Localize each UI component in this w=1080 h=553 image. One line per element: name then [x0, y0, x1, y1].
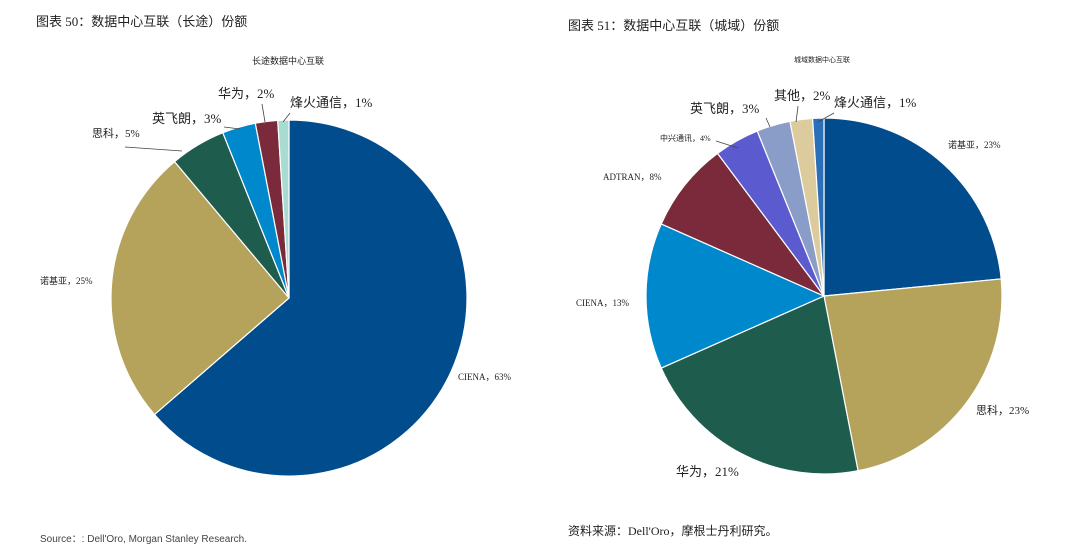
pie2-slice-label-9: 烽火通信，1%: [834, 95, 917, 110]
pie2-slice-label-3: 华为，21%: [676, 464, 739, 479]
pie2-leader-line-8: [795, 105, 799, 123]
right-source-note: 资料来源：Dell'Oro，摩根士丹利研究。: [568, 524, 778, 538]
pie2-slice-label-7: 英飞朗，3%: [690, 101, 760, 116]
pie1-leader-line-3: [124, 146, 183, 152]
pie2-slice-5: [660, 152, 826, 298]
pie2-leader-line-6: [715, 140, 739, 149]
pie1-slice-1: [153, 119, 468, 477]
pie1-slice-label-5: 华为，2%: [218, 86, 275, 101]
pie2-slice-2: [823, 278, 1003, 472]
pie2-slice-9: [811, 117, 825, 297]
pie1-leader-line-4: [223, 126, 241, 130]
left-pie-title: 长途数据中心互联: [252, 55, 324, 66]
left-chart-heading: 图表 50：数据中心互联（长途）份额: [36, 14, 248, 29]
pie1-slice-label-2: 诺基亚，25%: [40, 275, 93, 286]
pie1-slice-label-3: 思科，5%: [92, 126, 140, 140]
pie2-leader-line-7: [765, 117, 771, 128]
pie2-slice-3: [660, 295, 859, 475]
pie2-slice-label-6: 中兴通讯，4%: [660, 133, 711, 143]
pie2-slice-label-5: ADTRAN，8%: [603, 172, 662, 182]
pie1-slice-6: [277, 119, 290, 299]
pie1-leader-line-5: [261, 103, 266, 123]
pie2-slice-4: [645, 223, 826, 369]
pie1-slice-label-1: CIENA，63%: [458, 372, 511, 382]
pie1-leader-line-6: [282, 112, 291, 123]
pie2-slice-label-4: CIENA，13%: [576, 298, 629, 308]
pie2-slice-label-2: 思科，23%: [976, 403, 1029, 417]
pie2-slice-label-1: 诺基亚，23%: [948, 139, 1001, 150]
right-chart-heading: 图表 51：数据中心互联（城域）份额: [568, 18, 780, 33]
pie1-slice-label-4: 英飞朗，3%: [152, 111, 222, 126]
pie1-slice-2: [110, 160, 290, 416]
pie2-slice-label-8: 其他，2%: [774, 88, 831, 103]
right-pie-title: 城域数据中心互联: [794, 55, 850, 64]
left-source-note: Source：: Dell'Oro, Morgan Stanley Resear…: [40, 534, 247, 545]
pie1-slice-label-6: 烽火通信，1%: [290, 95, 373, 110]
pie2-slice-1: [823, 117, 1002, 297]
pie2-leader-line-9: [817, 112, 835, 123]
